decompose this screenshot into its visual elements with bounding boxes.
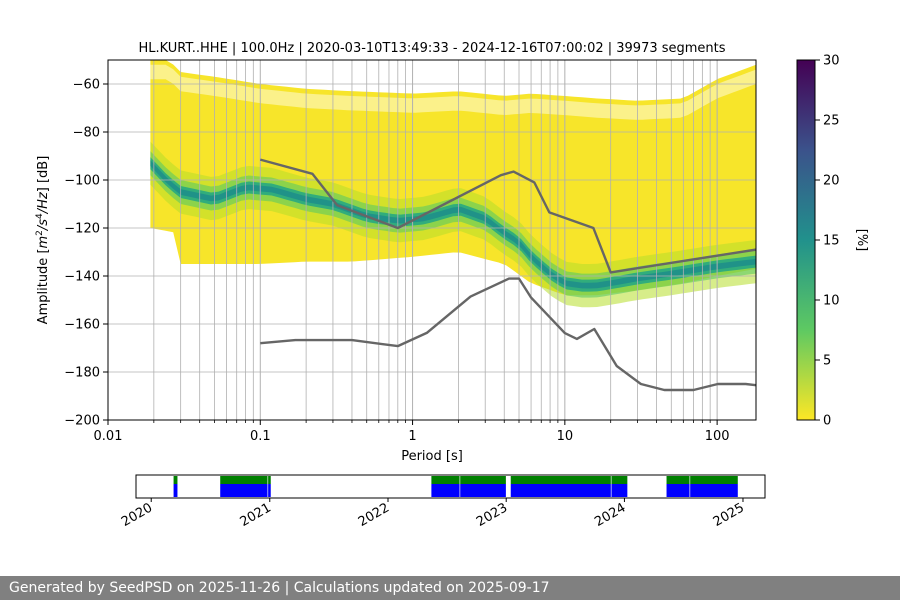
y-axis-unit-s: /s — [36, 219, 51, 231]
timeline-processed-bar — [690, 476, 738, 484]
x-tick-label: 10 — [557, 429, 574, 444]
timeline-available-bar — [220, 484, 268, 497]
y-tick-label: −60 — [73, 78, 100, 93]
y-axis-unit-hz: /Hz — [36, 191, 51, 214]
footer-text: Generated by SeedPSD on 2025-11-26 | Cal… — [9, 580, 550, 596]
timeline-available-bar — [690, 484, 738, 497]
timeline-processed-bar — [666, 476, 690, 484]
timeline-processed-bar — [173, 476, 178, 484]
colorbar-tick-label: 15 — [823, 234, 840, 249]
colorbar-label: [%] — [854, 229, 869, 252]
y-tick-label: −80 — [73, 126, 100, 141]
timeline-available-bar — [510, 484, 611, 497]
y-axis-label-prefix: Amplitude [ — [36, 248, 51, 324]
timeline-processed-bar — [611, 476, 628, 484]
footer-bar: Generated by SeedPSD on 2025-11-26 | Cal… — [0, 576, 900, 600]
noise-models — [259, 158, 756, 392]
y-tick-label: −140 — [64, 270, 100, 285]
y-axis-label-suffix: ] [dB] — [36, 156, 51, 193]
colorbar-tick-label: 10 — [823, 294, 840, 309]
y-axis-unit-exp2: 2 — [35, 230, 45, 236]
timeline-available-bar — [268, 484, 271, 497]
ppsd-envelope — [150, 60, 756, 296]
timeline-available-bar — [611, 484, 628, 497]
ppsd-mode-band-0 — [150, 141, 756, 308]
timeline-tick-label: 2024 — [592, 500, 628, 530]
timeline-processed-bar — [220, 476, 268, 484]
data-availability-timeline — [173, 476, 738, 497]
grid — [107, 60, 756, 421]
axes: 0.01 0.1 1 10 100 −200 −180 −160 −140 −120 −100 −80… — [64, 78, 729, 445]
colorbar-tick-label: 25 — [823, 114, 840, 129]
y-tick-label: −100 — [64, 174, 100, 189]
timeline-available-bar — [431, 484, 460, 497]
colorbar-tick-label: 5 — [823, 354, 831, 369]
timeline-axis: 2020 2021 2022 2023 2024 2025 — [119, 498, 747, 530]
timeline-available-bar — [666, 484, 690, 497]
y-tick-label: −160 — [64, 318, 100, 333]
x-tick-label: 0.01 — [94, 429, 123, 444]
timeline-tick-label: 2020 — [119, 500, 155, 530]
timeline-available-bar — [173, 484, 178, 497]
timeline-processed-bar — [431, 476, 460, 484]
y-axis-unit-exp4: 4 — [35, 213, 45, 219]
y-tick-label: −200 — [64, 414, 100, 429]
y-axis-unit-m: m — [36, 236, 51, 249]
timeline-tick-label: 2023 — [474, 500, 510, 530]
series-nhnm — [259, 158, 756, 274]
plot-frame — [107, 59, 757, 421]
timeline-tick-label: 2021 — [238, 500, 274, 530]
y-tick-label: −180 — [64, 366, 100, 381]
timeline-tick-label: 2025 — [711, 500, 747, 530]
timeline-tick-label: 2022 — [356, 500, 392, 530]
y-axis-label: Amplitude [m2/s4/Hz] [dB] — [35, 156, 51, 325]
x-tick-label: 1 — [408, 429, 416, 444]
timeline-processed-bar — [510, 476, 611, 484]
colorbar-axis: 0 5 10 15 20 25 30 — [815, 54, 840, 429]
ppsd-sparse-region — [150, 64, 756, 120]
timeline-available-bar — [460, 484, 506, 497]
colorbar — [796, 59, 816, 421]
x-tick-label: 100 — [705, 429, 730, 444]
x-tick-label: 0.1 — [250, 429, 271, 444]
series-nlnm — [260, 277, 756, 392]
colorbar-tick-label: 30 — [823, 54, 840, 69]
ppsd-density — [150, 60, 756, 308]
ppsd-mode-band-1 — [150, 151, 756, 298]
colorbar-tick-label: 0 — [823, 414, 831, 429]
y-tick-label: −120 — [64, 222, 100, 237]
x-axis-label: Period [s] — [401, 449, 463, 464]
timeline-processed-bar — [460, 476, 506, 484]
chart-title: HL.KURT..HHE | 100.0Hz | 2020-03-10T13:4… — [138, 41, 725, 56]
colorbar-tick-label: 20 — [823, 174, 840, 189]
timeline-processed-bar — [268, 476, 271, 484]
